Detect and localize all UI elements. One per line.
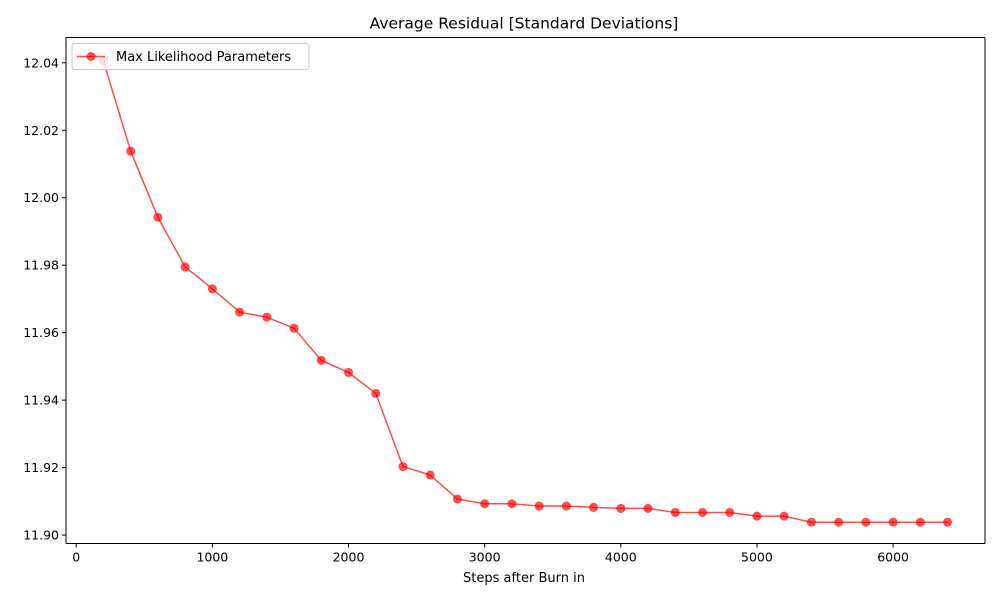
x-tick-label: 3000 [469, 550, 501, 565]
data-point [235, 307, 245, 317]
y-tick-label: 11.94 [23, 393, 59, 408]
y-tick-label: 12.04 [23, 55, 59, 70]
data-point [561, 501, 571, 511]
data-point [752, 511, 762, 521]
data-point [344, 367, 354, 377]
data-point [289, 323, 299, 333]
y-tick-label: 12.00 [23, 190, 59, 205]
x-tick-label: 5000 [741, 550, 773, 565]
data-point [452, 494, 462, 504]
data-point [915, 517, 925, 527]
data-point [398, 462, 408, 472]
legend-box [71, 43, 310, 70]
chart-title: Average Residual [Standard Deviations] [370, 15, 679, 33]
x-tick-label: 4000 [605, 550, 637, 565]
x-axis-title: Steps after Burn in [463, 571, 585, 586]
data-point [262, 312, 272, 322]
x-tick-label: 2000 [333, 550, 365, 565]
data-point [670, 507, 680, 517]
y-tick-label: 11.90 [23, 528, 59, 543]
legend-marker-swatch [86, 52, 96, 61]
data-point [888, 517, 898, 527]
y-tick-label: 12.02 [23, 123, 59, 138]
plot-area [66, 37, 985, 544]
data-point [371, 388, 381, 398]
data-point [697, 507, 707, 517]
data-point [425, 470, 435, 480]
data-point [616, 503, 626, 513]
data-point [153, 212, 163, 222]
y-tick-label: 11.92 [23, 460, 59, 475]
x-tick-label: 0 [72, 550, 80, 565]
y-tick-label: 11.98 [23, 258, 59, 273]
data-point [643, 503, 653, 513]
legend: Max Likelihood Parameters [71, 43, 310, 70]
y-axis-ticks: 11.90 11.92 11.94 11.96 11.98 12.00 12.02 12.04 [23, 55, 66, 543]
legend-label: Max Likelihood Parameters [116, 50, 291, 65]
data-point [834, 517, 844, 527]
data-point [207, 284, 217, 294]
data-point [534, 501, 544, 511]
x-tick-label: 6000 [877, 550, 909, 565]
y-tick-label: 11.96 [23, 325, 59, 340]
data-point [861, 517, 871, 527]
series-line [102, 60, 948, 523]
data-point [779, 511, 789, 521]
series-layer [98, 56, 953, 527]
data-point [806, 517, 816, 527]
data-point [126, 146, 136, 156]
data-point [589, 502, 599, 512]
x-axis-ticks: 0 1000 2000 3000 4000 5000 6000 [72, 543, 909, 565]
data-point [180, 262, 190, 272]
data-point [507, 499, 517, 509]
data-point [480, 499, 490, 509]
data-point [316, 355, 326, 365]
x-tick-label: 1000 [196, 550, 228, 565]
data-point [725, 507, 735, 517]
data-point [943, 517, 953, 527]
